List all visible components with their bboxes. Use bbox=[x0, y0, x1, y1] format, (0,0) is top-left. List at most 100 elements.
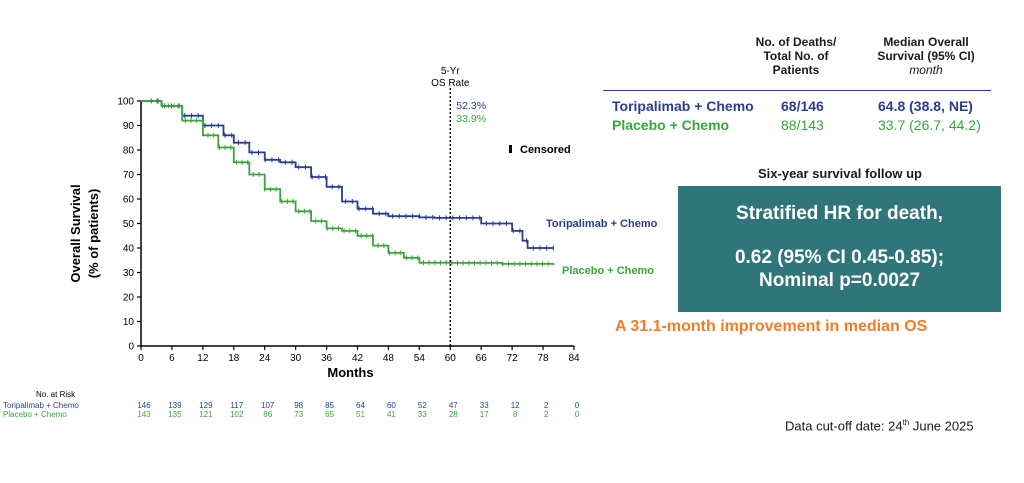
risk-value: 135 bbox=[168, 410, 182, 419]
y-tick-label: 0 bbox=[128, 342, 134, 353]
cutoff-prefix: Data cut-off date: 24 bbox=[785, 418, 903, 434]
rate-placebo: 33.9% bbox=[456, 113, 486, 125]
x-tick-label: 36 bbox=[321, 353, 333, 364]
vline-label-2: OS Rate bbox=[431, 78, 470, 89]
x-tick-label: 6 bbox=[169, 353, 175, 364]
deaths-placebo: 88/143 bbox=[781, 117, 824, 133]
median-header-unit: month bbox=[909, 63, 943, 77]
risk-value: 121 bbox=[199, 410, 213, 419]
censored-legend-label: Censored bbox=[520, 144, 571, 156]
x-tick-label: 66 bbox=[476, 353, 488, 364]
risk-value: 117 bbox=[230, 401, 243, 410]
risk-value: 8 bbox=[513, 410, 518, 419]
risk-value: 17 bbox=[480, 410, 489, 419]
followup-title: Six-year survival follow up bbox=[758, 166, 922, 181]
survival-curve-placebo bbox=[141, 100, 555, 266]
y-tick-label: 90 bbox=[123, 121, 135, 132]
risk-value: 143 bbox=[137, 410, 151, 419]
median-header-line: Median Overall bbox=[883, 35, 969, 49]
survival-curves bbox=[141, 98, 555, 267]
x-axis-title: Months bbox=[327, 365, 373, 380]
y-tick-label: 10 bbox=[123, 317, 135, 328]
censored-legend-icon bbox=[509, 145, 512, 153]
risk-value: 64 bbox=[356, 401, 365, 410]
y-tick-label: 20 bbox=[123, 293, 135, 304]
risk-value: 60 bbox=[387, 401, 396, 410]
improvement-statement: A 31.1-month improvement in median OS bbox=[615, 318, 928, 335]
risk-value: 102 bbox=[230, 410, 244, 419]
risk-value: 0 bbox=[575, 401, 580, 410]
y-tick-label: 60 bbox=[123, 195, 135, 206]
y-tick-label: 100 bbox=[117, 97, 134, 108]
risk-value: 41 bbox=[387, 410, 396, 419]
x-tick-label: 48 bbox=[383, 353, 395, 364]
curve-label-placebo: Placebo + Chemo bbox=[562, 265, 654, 277]
hazard-ratio-box: Stratified HR for death, 0.62 (95% CI 0.… bbox=[678, 186, 1001, 312]
risk-value: 98 bbox=[294, 401, 303, 410]
cutoff-suffix: June 2025 bbox=[909, 418, 974, 434]
deaths-header-line: No. of Deaths/ bbox=[755, 35, 837, 49]
risk-value: 47 bbox=[449, 401, 458, 410]
survival-curve-toripalimab bbox=[141, 100, 554, 249]
x-tick-label: 24 bbox=[259, 353, 271, 364]
deaths-header-line: Total No. of bbox=[763, 49, 829, 63]
x-tick-label: 18 bbox=[228, 353, 240, 364]
median-header-line: Survival (95% CI) bbox=[877, 49, 975, 63]
table-divider bbox=[603, 90, 991, 91]
y-tick-label: 40 bbox=[123, 244, 135, 255]
data-cutoff-note: Data cut-off date: 24th June 2025 bbox=[785, 418, 974, 433]
arm-label-placebo: Placebo + Chemo bbox=[612, 117, 730, 133]
risk-value: 28 bbox=[449, 410, 458, 419]
hr-line-2: 0.62 (95% CI 0.45-0.85); bbox=[734, 247, 945, 268]
risk-value: 85 bbox=[325, 401, 334, 410]
risk-value: 12 bbox=[511, 401, 520, 410]
risk-value: 52 bbox=[418, 401, 427, 410]
risk-value: 139 bbox=[168, 401, 182, 410]
vline-label-1: 5-Yr bbox=[441, 66, 461, 77]
x-tick-label: 60 bbox=[445, 353, 457, 364]
risk-value: 2 bbox=[544, 410, 549, 419]
y-axis-subtitle: (% of patients) bbox=[86, 189, 101, 279]
x-tick-label: 78 bbox=[538, 353, 550, 364]
risk-value: 73 bbox=[294, 410, 303, 419]
rate-toripalimab: 52.3% bbox=[456, 100, 486, 112]
x-tick-label: 42 bbox=[352, 353, 364, 364]
x-tick-label: 0 bbox=[138, 353, 144, 364]
median-toripalimab: 64.8 (38.8, NE) bbox=[878, 98, 973, 114]
risk-value: 33 bbox=[480, 401, 489, 410]
y-axis-title: Overall Survival bbox=[68, 184, 83, 282]
risk-value: 146 bbox=[137, 401, 151, 410]
x-tick-label: 12 bbox=[197, 353, 209, 364]
risk-row-label: Placebo + Chemo bbox=[3, 410, 67, 419]
x-tick-label: 84 bbox=[568, 353, 580, 364]
risk-value: 65 bbox=[325, 410, 334, 419]
y-tick-label: 30 bbox=[123, 268, 135, 279]
x-tick-label: 54 bbox=[414, 353, 426, 364]
risk-row-label: Toripalimab + Chemo bbox=[3, 401, 79, 410]
risk-value: 33 bbox=[418, 410, 427, 419]
y-tick-label: 50 bbox=[123, 219, 135, 230]
y-tick-label: 70 bbox=[123, 170, 135, 181]
risk-table-title: No. at Risk bbox=[36, 390, 76, 399]
risk-value: 86 bbox=[263, 410, 272, 419]
x-tick-label: 30 bbox=[290, 353, 302, 364]
risk-value: 107 bbox=[261, 401, 275, 410]
x-tick-label: 72 bbox=[507, 353, 519, 364]
median-header: Median Overall Survival (95% CI) month bbox=[860, 35, 992, 77]
y-tick-label: 80 bbox=[123, 146, 135, 157]
risk-value: 0 bbox=[575, 410, 580, 419]
deaths-header: No. of Deaths/ Total No. of Patients bbox=[744, 35, 848, 77]
risk-value: 129 bbox=[199, 401, 213, 410]
cutoff-sup: th bbox=[902, 418, 910, 427]
chart-axes: 0 10 20 30 40 50 60 70 80 90 100 0 6 12 18 24 30 36 42 48 54… bbox=[68, 97, 580, 381]
curve-label-toripalimab: Toripalimab + Chemo bbox=[546, 218, 658, 230]
deaths-header-line: Patients bbox=[772, 63, 820, 77]
median-placebo: 33.7 (26.7, 44.2) bbox=[878, 117, 981, 133]
hr-line-1: Stratified HR for death, bbox=[736, 203, 943, 224]
deaths-toripalimab: 68/146 bbox=[781, 98, 824, 114]
risk-value: 2 bbox=[544, 401, 549, 410]
hr-line-3: Nominal p=0.0027 bbox=[758, 270, 921, 291]
